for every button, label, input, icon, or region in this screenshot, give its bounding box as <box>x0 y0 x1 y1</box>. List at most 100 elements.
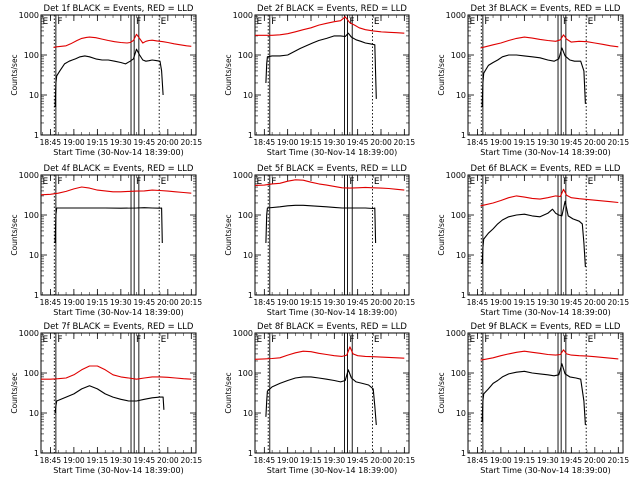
event-marker-label: E <box>256 17 262 27</box>
x-tick-label: 19:30 <box>110 456 132 465</box>
plot-frame <box>254 14 410 136</box>
panel-title: Det 9f BLACK = Events, RED = LLD <box>471 322 621 332</box>
x-tick-label: 19:45 <box>347 456 369 465</box>
event-marker-label: F <box>349 17 354 27</box>
x-axis-label: Start Time (30-Nov-14 18:39:00) <box>480 148 610 157</box>
lld-line <box>40 186 192 196</box>
x-axis-label: Start Time (30-Nov-14 18:39:00) <box>267 466 397 475</box>
event-marker-label: E <box>161 335 167 345</box>
y-tick-label: 100 <box>24 211 39 220</box>
x-tick-label: 19:45 <box>561 298 583 307</box>
y-tick-label: 1000 <box>233 329 253 338</box>
x-tick-label: 19:45 <box>134 138 156 147</box>
panel-title: Det 1f BLACK = Events, RED = LLD <box>44 4 194 14</box>
y-tick-label: 10 <box>243 251 253 260</box>
y-tick-label: 1 <box>248 291 253 300</box>
x-tick-label: 19:00 <box>490 456 512 465</box>
lld-line <box>254 346 405 360</box>
x-axis-label: Start Time (30-Nov-14 18:39:00) <box>53 308 183 317</box>
x-tick-label: 19:00 <box>63 298 85 307</box>
x-tick-label: 18:45 <box>40 138 62 147</box>
x-tick-label: 19:15 <box>514 138 536 147</box>
y-tick-label: 1 <box>34 131 39 140</box>
panel-det-2: Det 2f BLACK = Events, RED = LLD 1 10 100 10… <box>224 4 415 157</box>
y-tick-label: 10 <box>456 409 466 418</box>
y-axis-label: Counts/sec <box>437 54 446 95</box>
x-tick-label: 20:00 <box>370 138 392 147</box>
y-tick-label: 10 <box>456 91 466 100</box>
panel-det-9: Det 9f BLACK = Events, RED = LLD 1 10 100 10… <box>437 322 629 475</box>
y-tick-label: 1 <box>461 131 466 140</box>
x-tick-label: 19:30 <box>537 456 559 465</box>
plot-frame <box>467 332 624 454</box>
panel-title: Det 7f BLACK = Events, RED = LLD <box>44 322 194 332</box>
x-tick-label: 19:15 <box>87 456 109 465</box>
y-tick-label: 100 <box>24 51 39 60</box>
event-marker-label: F <box>563 177 568 187</box>
plot-frame <box>467 174 624 296</box>
x-tick-label: 19:30 <box>537 138 559 147</box>
y-axis-label: Counts/sec <box>224 54 233 95</box>
x-tick-label: 20:15 <box>394 138 416 147</box>
y-axis-label: Counts/sec <box>10 214 19 255</box>
event-marker-label: E <box>42 17 48 27</box>
events-line <box>481 47 586 108</box>
event-marker-label: E <box>42 335 48 345</box>
x-tick-label: 19:45 <box>347 138 369 147</box>
y-tick-label: 100 <box>451 211 466 220</box>
y-tick-label: 100 <box>238 369 253 378</box>
x-tick-label: 19:00 <box>490 298 512 307</box>
event-marker-label: E <box>256 335 262 345</box>
y-axis-label: Counts/sec <box>437 372 446 413</box>
events-line <box>265 369 377 426</box>
event-marker-label: F <box>271 17 276 27</box>
y-axis-label: Counts/sec <box>224 214 233 255</box>
lld-line <box>480 34 619 49</box>
panel-det-4: Det 4f BLACK = Events, RED = LLD 1 10 100 10… <box>10 164 202 317</box>
y-tick-label: 1 <box>34 291 39 300</box>
x-tick-label: 19:00 <box>63 138 85 147</box>
y-tick-label: 100 <box>451 51 466 60</box>
event-marker-label: E <box>469 177 475 187</box>
y-tick-label: 1 <box>461 291 466 300</box>
x-tick-label: 19:15 <box>87 298 109 307</box>
event-marker-label: F <box>57 177 62 187</box>
x-tick-label: 20:15 <box>180 298 202 307</box>
x-tick-label: 19:30 <box>537 298 559 307</box>
x-tick-label: 19:00 <box>277 298 299 307</box>
x-tick-label: 19:15 <box>300 456 322 465</box>
event-marker-label: F <box>271 177 276 187</box>
x-tick-label: 18:45 <box>254 298 276 307</box>
lld-line <box>480 188 619 207</box>
event-marker-label: F <box>484 177 489 187</box>
event-marker-label: F <box>484 335 489 345</box>
x-tick-label: 20:00 <box>157 138 179 147</box>
x-tick-label: 19:30 <box>110 298 132 307</box>
y-tick-label: 10 <box>29 91 39 100</box>
lld-line <box>254 179 405 191</box>
y-tick-label: 10 <box>456 251 466 260</box>
x-tick-label: 18:45 <box>467 138 489 147</box>
event-marker-label: F <box>563 17 568 27</box>
y-tick-label: 1 <box>248 449 253 458</box>
x-tick-label: 18:45 <box>40 298 62 307</box>
y-tick-label: 1000 <box>233 171 253 180</box>
y-tick-label: 1000 <box>19 11 39 20</box>
event-marker-label: E <box>374 177 380 187</box>
y-tick-label: 10 <box>243 409 253 418</box>
x-tick-label: 19:45 <box>561 138 583 147</box>
event-marker-label: E <box>588 335 594 345</box>
event-marker-label: F <box>271 335 276 345</box>
panel-title: Det 8f BLACK = Events, RED = LLD <box>257 322 407 332</box>
events-line <box>54 207 163 244</box>
event-marker-label: E <box>161 177 167 187</box>
events-line <box>54 48 164 108</box>
events-line <box>265 204 377 244</box>
plot-frame <box>40 332 197 454</box>
event-marker-label: F <box>563 335 568 345</box>
x-tick-label: 18:45 <box>254 456 276 465</box>
panel-det-8: Det 8f BLACK = Events, RED = LLD 1 10 100 10… <box>224 322 415 475</box>
lld-line <box>255 16 405 36</box>
event-marker-label: E <box>588 177 594 187</box>
panel-det-1: Det 1f BLACK = Events, RED = LLD 1 10 100 10… <box>10 4 202 157</box>
